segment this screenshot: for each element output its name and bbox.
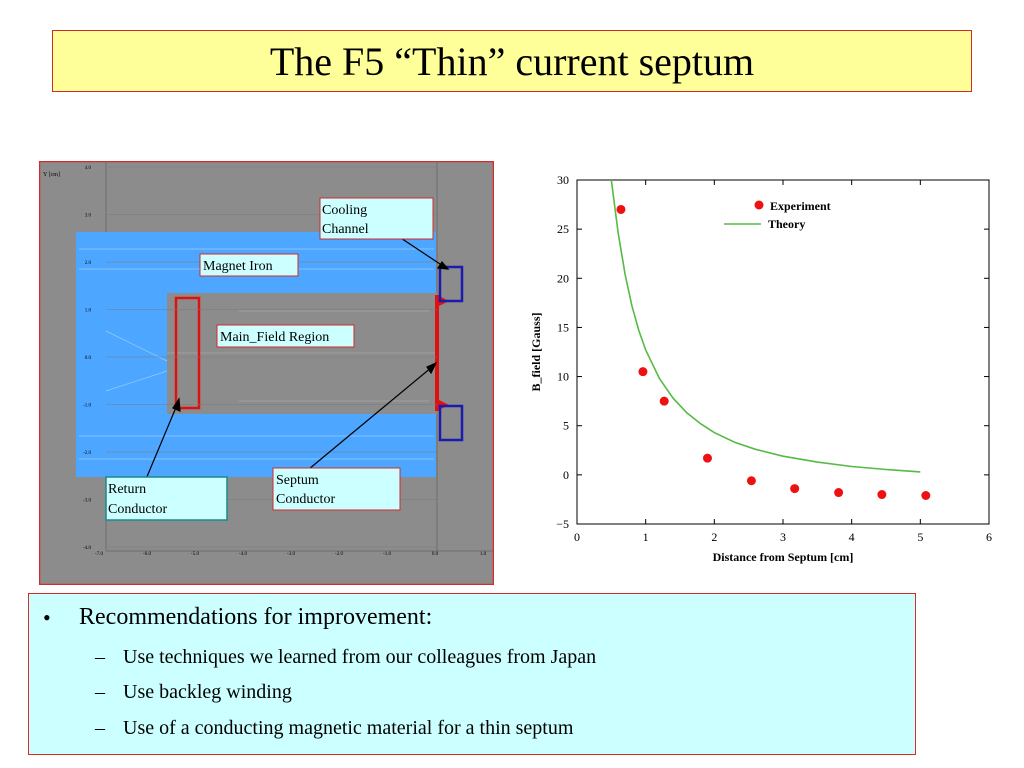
recommendation-item: – Use backleg winding — [95, 681, 292, 704]
recommendation-item: – Use of a conducting magnetic material … — [95, 717, 573, 740]
sim-y-tick-label: 1.0 — [85, 309, 92, 314]
recommendation-item-text: Use backleg winding — [123, 681, 292, 703]
magnet-cross-section-figure: Y [cm] 4.0 3.0 2.0 1.0 0.0 -1.0 -2.0 -3.0 -4.0 -… — [39, 161, 494, 585]
cooling-channel-label-line2: Channel — [322, 222, 369, 237]
dash-icon: – — [95, 681, 105, 703]
chart-y-axis-label: B_field [Gauss] — [529, 312, 543, 391]
sim-y-tick-label: 2.0 — [85, 261, 92, 266]
chart-x-tick-label: 2 — [711, 530, 717, 544]
sim-x-ticks: -7.0 -6.0 -5.0 -4.0 -3.0 -2.0 -1.0 0.0 1.0 — [95, 552, 487, 557]
sim-x-tick-label: 1.0 — [480, 552, 487, 557]
sim-y-axis-label: Y [cm] — [43, 172, 60, 178]
experiment-data-point — [834, 488, 844, 498]
experiment-data-point — [790, 484, 800, 494]
septum-conductor-label-box: Septum Conductor — [272, 467, 401, 511]
recommendation-item: – Use techniques we learned from our col… — [95, 646, 596, 669]
recommendation-item-text: Use techniques we learned from our colle… — [123, 646, 597, 668]
sim-y-tick-label: 3.0 — [85, 214, 92, 219]
cooling-channel-label-line1: Cooling — [322, 203, 367, 218]
sim-x-tick-label: -4.0 — [239, 552, 247, 557]
sim-x-tick-label: -7.0 — [95, 552, 103, 557]
cooling-channel-label-box: Cooling Channel — [319, 197, 434, 240]
septum-conductor-shape — [435, 295, 439, 411]
sim-x-tick-label: -5.0 — [191, 552, 199, 557]
experiment-series-points — [616, 204, 931, 500]
legend-experiment-marker — [754, 200, 764, 210]
chart-y-tick-label: 15 — [557, 320, 569, 334]
sim-x-tick-label: -3.0 — [287, 552, 295, 557]
bullet-dot-icon: • — [43, 604, 51, 630]
experiment-data-point — [616, 204, 626, 214]
chart-y-ticks: 30 25 20 15 10 5 0 −5 — [556, 173, 989, 531]
chart-x-tick-label: 3 — [780, 530, 786, 544]
chart-y-tick-label: 5 — [563, 419, 569, 433]
chart-x-tick-label: 6 — [986, 530, 992, 544]
sim-x-tick-label: 0.0 — [432, 552, 439, 557]
legend-experiment-label: Experiment — [770, 199, 831, 213]
recommendations-heading-text: Recommendations for improvement: — [79, 604, 433, 630]
legend-theory-label: Theory — [768, 217, 805, 231]
sim-y-tick-label: -2.0 — [83, 451, 91, 456]
sim-y-tick-label: 0.0 — [85, 356, 92, 361]
chart-y-tick-label: 0 — [563, 468, 569, 482]
chart-x-tick-label: 5 — [917, 530, 923, 544]
sim-y-tick-label: -4.0 — [83, 546, 91, 551]
sim-y-tick-label: -1.0 — [83, 404, 91, 409]
chart-x-ticks: 0 1 2 3 4 5 6 — [574, 180, 992, 544]
theory-series-line — [610, 179, 921, 473]
sim-y-tick-label: 4.0 — [85, 166, 92, 171]
dash-icon: – — [95, 717, 105, 739]
chart-plot-area — [576, 179, 990, 525]
title-box: The F5 “Thin” current septum — [52, 30, 972, 92]
return-conductor-label-box: Return Conductor — [105, 476, 228, 521]
return-conductor-shape — [174, 296, 201, 410]
magnet-iron-label-box: Magnet Iron — [199, 253, 299, 277]
chart-x-tick-label: 4 — [849, 530, 855, 544]
experiment-data-point — [638, 367, 648, 377]
experiment-data-point — [921, 490, 931, 500]
septum-conductor-label-line2: Conductor — [276, 492, 335, 507]
experiment-data-point — [746, 476, 756, 486]
sim-x-tick-label: -6.0 — [143, 552, 151, 557]
chart-x-tick-label: 0 — [574, 530, 580, 544]
slide-title: The F5 “Thin” current septum — [269, 38, 755, 84]
cooling-channel-bottom — [438, 404, 464, 442]
chart-x-tick-label: 1 — [643, 530, 649, 544]
gap-field-lines — [167, 310, 437, 402]
chart-y-tick-label: 25 — [557, 222, 569, 236]
return-conductor-label-line2: Conductor — [108, 502, 167, 517]
chart-x-axis-label: Distance from Septum [cm] — [713, 550, 854, 564]
chart-y-tick-label: 30 — [557, 173, 569, 187]
chart-legend: Experiment Theory — [724, 199, 831, 231]
experiment-data-point — [702, 453, 712, 463]
bfield-chart: 30 25 20 15 10 5 0 −5 0 1 2 3 4 5 6 Experiment Theory… — [529, 173, 992, 564]
experiment-data-point — [659, 396, 669, 406]
recommendations-box: • Recommendations for improvement: – Use… — [28, 593, 916, 755]
chart-y-tick-label: −5 — [556, 517, 569, 531]
main-field-label-box: Main_Field Region — [216, 324, 355, 348]
cooling-channel-top — [438, 265, 464, 303]
septum-conductor-label-line1: Septum — [276, 473, 319, 488]
main-field-label: Main_Field Region — [220, 330, 329, 345]
main-field-gap — [167, 293, 437, 414]
dash-icon: – — [95, 646, 105, 668]
recommendation-item-text: Use of a conducting magnetic material fo… — [123, 717, 574, 739]
chart-y-tick-label: 10 — [557, 370, 569, 384]
sim-y-tick-label: -3.0 — [83, 499, 91, 504]
recommendations-heading: • Recommendations for improvement: — [43, 604, 432, 631]
sim-x-tick-label: -2.0 — [335, 552, 343, 557]
magnet-iron-label: Magnet Iron — [203, 259, 273, 274]
return-conductor-label-line1: Return — [108, 482, 146, 497]
chart-y-tick-label: 20 — [557, 271, 569, 285]
experiment-data-point — [877, 490, 887, 500]
sim-x-tick-label: -1.0 — [383, 552, 391, 557]
